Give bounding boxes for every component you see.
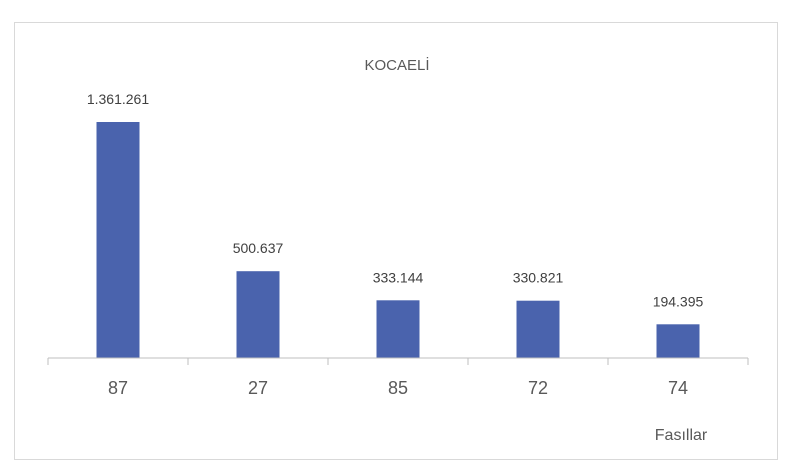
bars-layer <box>96 122 700 358</box>
bar-87 <box>96 122 140 358</box>
bar-74 <box>656 324 700 358</box>
chart-title: KOCAELİ <box>364 56 429 74</box>
x-tick-label-27: 27 <box>248 378 268 398</box>
data-label-74: 194.395 <box>653 293 704 309</box>
x-tick-label-87: 87 <box>108 378 128 398</box>
x-axis-label: Fasıllar <box>655 427 708 444</box>
x-tick-label-85: 85 <box>388 378 408 398</box>
x-tick-label-72: 72 <box>528 378 548 398</box>
data-label-27: 500.637 <box>233 240 284 256</box>
bar-72 <box>516 300 560 358</box>
data-label-87: 1.361.261 <box>87 91 149 107</box>
bar-85 <box>376 300 420 358</box>
x-axis-tick-labels: 87 27 85 72 74 <box>108 378 688 398</box>
data-label-85: 333.144 <box>373 269 424 285</box>
data-label-72: 330.821 <box>513 270 564 286</box>
bar-27 <box>236 271 280 358</box>
chart-frame <box>14 22 778 460</box>
x-tick-label-74: 74 <box>668 378 688 398</box>
x-axis-ticks <box>47 358 749 365</box>
data-labels-layer: 1.361.261 500.637 333.144 330.821 194.395 <box>87 91 704 309</box>
